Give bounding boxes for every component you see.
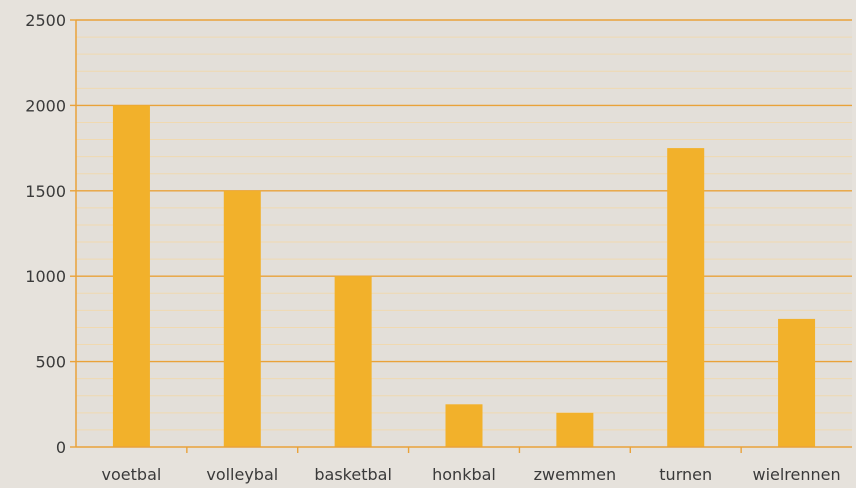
x-tick-labels: voetbal volleybal basketbal honkbal zwemmen t… xyxy=(102,465,841,484)
major-gridlines xyxy=(70,19,852,453)
bar-zwemmen xyxy=(556,412,594,447)
x-tick-label: wielrennen xyxy=(752,465,840,484)
x-tick-label: zwemmen xyxy=(534,465,616,484)
bar-wielrennen xyxy=(778,318,816,447)
y-tick-labels: 0 500 1000 1500 2000 2500 xyxy=(25,11,66,457)
y-tick-label: 1500 xyxy=(25,182,66,201)
bars xyxy=(112,105,816,448)
bar-turnen xyxy=(667,148,705,447)
bar-voetbal xyxy=(112,105,150,448)
minor-gridlines xyxy=(76,36,852,431)
x-tick-label: turnen xyxy=(659,465,712,484)
y-tick-label: 1000 xyxy=(25,267,66,286)
x-tick-label: honkbal xyxy=(432,465,496,484)
bar-basketbal xyxy=(334,276,372,447)
y-tick-label: 2000 xyxy=(25,96,66,115)
x-tick-label: voetbal xyxy=(102,465,162,484)
y-tick-label: 0 xyxy=(56,438,66,457)
bar-volleybal xyxy=(223,190,261,448)
bar-honkbal xyxy=(445,404,483,447)
x-tick-label: basketbal xyxy=(314,465,392,484)
plot-area xyxy=(76,20,852,447)
y-tick-label: 500 xyxy=(35,353,66,372)
y-tick-label: 2500 xyxy=(25,11,66,30)
x-tick-label: volleybal xyxy=(206,465,278,484)
